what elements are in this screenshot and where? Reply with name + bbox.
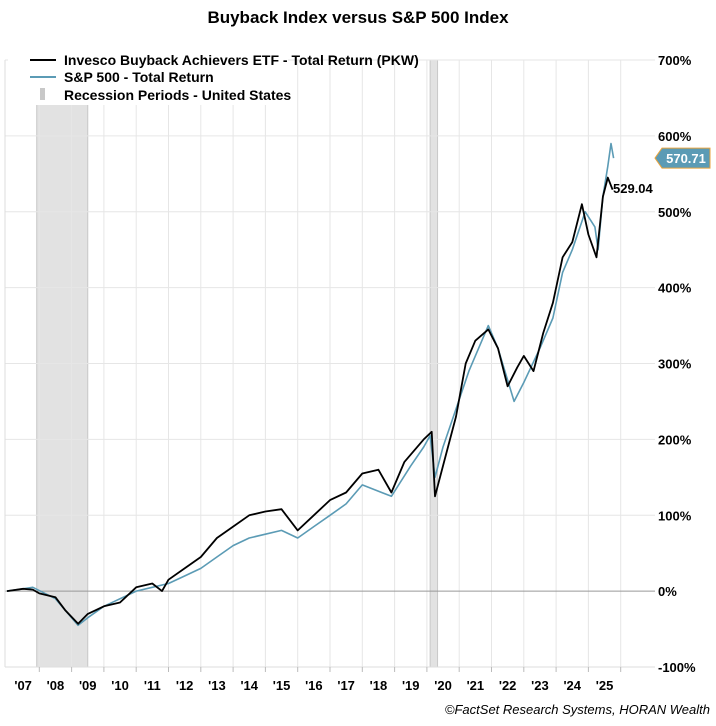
x-tick-label: '13	[208, 678, 226, 693]
recession-legend-swatch	[40, 88, 45, 100]
y-tick-label: 600%	[658, 129, 692, 144]
x-tick-label: '18	[370, 678, 388, 693]
y-tick-label: 400%	[658, 281, 692, 296]
y-tick-label: 700%	[658, 53, 692, 68]
x-tick-label: '08	[47, 678, 65, 693]
x-tick-label: '16	[305, 678, 323, 693]
x-tick-label: '17	[337, 678, 355, 693]
sp500-end-value: 570.71	[666, 151, 706, 166]
x-tick-label: '24	[563, 678, 581, 693]
source-note: ©FactSet Research Systems, HORAN Wealth	[445, 702, 710, 717]
legend-background	[8, 55, 288, 105]
x-tick-label: '25	[596, 678, 614, 693]
y-tick-label: 200%	[658, 432, 692, 447]
x-tick-label: '22	[499, 678, 517, 693]
legend-label-recession: Recession Periods - United States	[64, 87, 291, 103]
x-tick-label: '19	[402, 678, 420, 693]
pkw-line	[6, 176, 614, 625]
y-tick-label: 500%	[658, 205, 692, 220]
y-tick-label: 100%	[658, 508, 692, 523]
chart-title: Buyback Index versus S&P 500 Index	[207, 8, 509, 27]
sp500-line	[6, 142, 615, 627]
y-tick-label: 300%	[658, 357, 692, 372]
x-tick-label: '14	[240, 678, 258, 693]
x-tick-label: '20	[434, 678, 452, 693]
pkw-end-value: 529.04	[613, 181, 654, 196]
x-tick-label: '15	[273, 678, 291, 693]
legend-label-pkw: Invesco Buyback Achievers ETF - Total Re…	[64, 52, 419, 68]
x-tick-label: '12	[176, 678, 194, 693]
x-tick-label: '11	[144, 678, 161, 693]
x-tick-label: '10	[111, 678, 129, 693]
legend-label-sp500: S&P 500 - Total Return	[64, 69, 214, 85]
y-tick-label: -100%	[658, 660, 696, 675]
y-tick-label: 0%	[658, 584, 677, 599]
x-tick-label: '07	[14, 678, 32, 693]
x-tick-label: '23	[531, 678, 549, 693]
sp500-end-value-tag	[654, 147, 711, 169]
x-tick-label: '21	[467, 678, 485, 693]
x-tick-label: '09	[79, 678, 97, 693]
